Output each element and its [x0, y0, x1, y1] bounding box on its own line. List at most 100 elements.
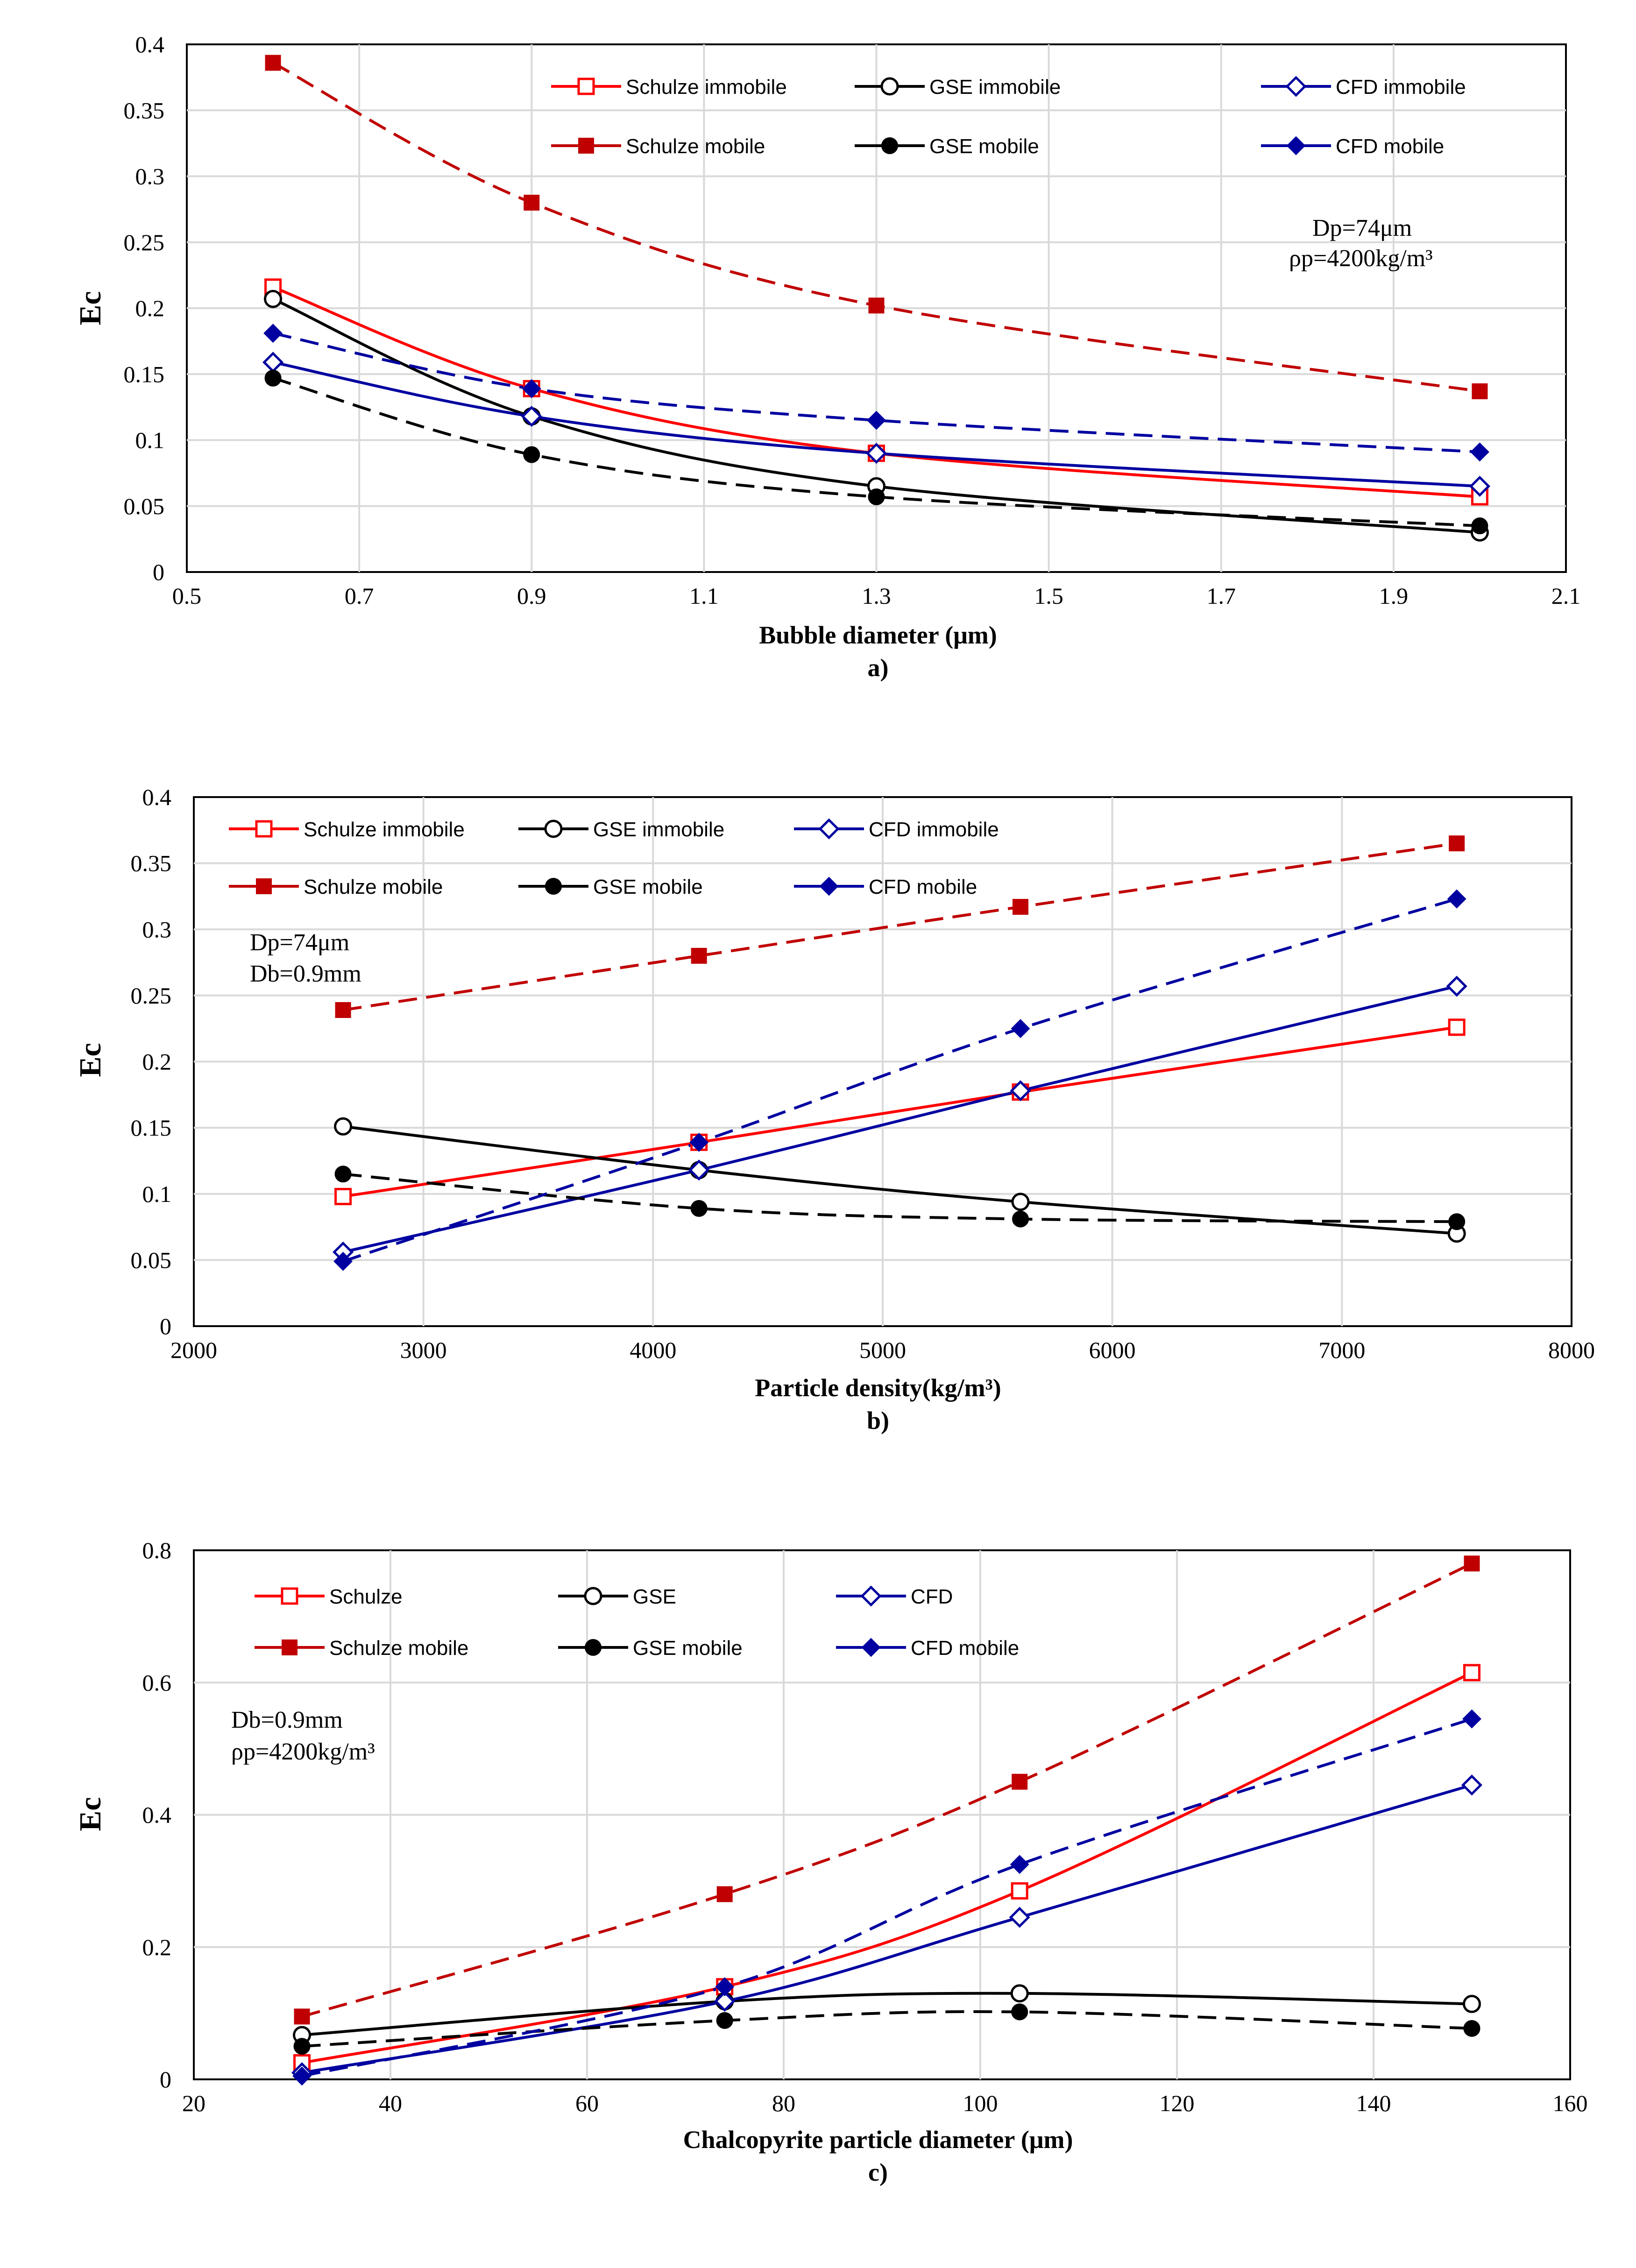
y-tick-label-b-1: 0.05: [131, 1247, 172, 1273]
data-point-b-schulze-mobile-0: [335, 1002, 351, 1018]
series-lines-b: [342, 842, 1458, 1263]
x-tick-label-c-1: 40: [379, 2090, 402, 2116]
y-tick-label-a-4: 0.2: [135, 295, 165, 321]
legend-label-c-gse-mobile: GSE mobile: [633, 1637, 743, 1660]
y-axis-label-a: Ec: [73, 291, 107, 325]
y-tick-label-c-4: 0.8: [142, 1537, 172, 1563]
data-point-a-cfd-mobile-0: [263, 324, 283, 343]
y-tick-label-b-8: 0.4: [142, 784, 172, 810]
data-point-c-gse-2: [1010, 1984, 1029, 2003]
data-point-a-cfd-immobile-0: [262, 352, 284, 373]
legend-marker-b-cfd-immobile: [818, 818, 840, 840]
data-point-c-gse-mobile-1: [716, 2012, 733, 2029]
x-tick-label-a-7: 1.9: [1379, 583, 1409, 609]
data-point-c-cfd-mobile-1: [715, 1977, 735, 1997]
data-point-c-schulze-mobile-1: [716, 1886, 733, 1902]
data-point-b-cfd-mobile-1: [689, 1132, 709, 1152]
data-point-c-schulze-mobile-3: [1464, 1555, 1480, 1572]
series-markers-b: [333, 835, 1467, 1271]
data-point-b-gse-mobile-1: [690, 1200, 708, 1217]
legend-label-a-schulze-immobile: Schulze immobile: [626, 76, 787, 99]
y-tick-label-a-3: 0.15: [124, 361, 165, 387]
x-tick-label-a-0: 0.5: [172, 583, 202, 609]
y-tick-label-b-4: 0.2: [142, 1049, 172, 1075]
legend-marker-c-gse-mobile: [585, 1639, 602, 1656]
series-line-c-schulze: [302, 1671, 1473, 2064]
data-point-c-gse-3: [1463, 1995, 1481, 2014]
data-point-c-schulze-2: [1011, 1882, 1028, 1900]
series-lines-c: [301, 1562, 1473, 2077]
legend-marker-c-schulze: [281, 1587, 298, 1605]
series-line-a-cfd-mobile: [272, 332, 1480, 453]
y-tick-label-b-3: 0.15: [131, 1115, 172, 1141]
data-point-b-cfd-mobile-2: [1011, 1019, 1030, 1039]
panel-label-b: b): [867, 1406, 889, 1434]
data-point-b-cfd-immobile-1: [688, 1159, 710, 1181]
gridlines-b: [194, 797, 1572, 1326]
series-line-c-cfd: [302, 1783, 1473, 2074]
data-point-a-schulze-mobile-2: [868, 297, 885, 314]
series-line-a-schulze-mobile: [272, 61, 1480, 393]
data-point-b-cfd-mobile-0: [333, 1251, 353, 1271]
data-point-b-gse-mobile-0: [334, 1166, 352, 1183]
series-line-a-cfd-immobile: [272, 360, 1480, 488]
data-point-a-gse-mobile-3: [1471, 517, 1488, 535]
annotation-b-line1: Dp=74μm: [250, 929, 349, 956]
data-point-c-cfd-1: [714, 1991, 736, 2012]
legend-label-c-schulze-mobile: Schulze mobile: [329, 1637, 468, 1660]
data-point-c-gse-mobile-0: [293, 2038, 311, 2055]
data-point-b-gse-mobile-3: [1448, 1213, 1466, 1230]
y-axis-label-b: Ec: [73, 1043, 107, 1077]
series-line-b-gse-immobile: [343, 1125, 1457, 1235]
y-tick-label-b-5: 0.25: [131, 982, 172, 1009]
data-point-c-cfd-mobile-2: [1010, 1855, 1029, 1874]
y-tick-label-a-1: 0.05: [124, 493, 165, 519]
annotation-c-line1: Db=0.9mm: [231, 1707, 343, 1733]
series-line-a-gse-mobile: [272, 376, 1480, 528]
y-tick-label-a-7: 0.35: [124, 97, 165, 123]
data-point-a-cfd-mobile-2: [867, 410, 886, 430]
panel-label-a: a): [868, 654, 889, 682]
legend-c: Schulze GSE CFD Schulze mobile GSE mobile CFD…: [255, 1585, 1019, 1660]
data-point-b-gse-immobile-2: [1011, 1193, 1030, 1211]
data-point-a-cfd-immobile-1: [521, 406, 542, 427]
data-point-c-gse-mobile-3: [1463, 2020, 1480, 2037]
x-tick-label-b-2: 4000: [630, 1337, 676, 1363]
data-point-c-cfd-2: [1009, 1907, 1030, 1928]
data-point-a-cfd-immobile-2: [865, 443, 887, 464]
legend-marker-c-cfd-mobile: [861, 1638, 881, 1657]
data-point-a-gse-immobile-0: [264, 290, 283, 308]
data-point-c-schulze-mobile-0: [294, 2008, 310, 2025]
series-line-c-gse: [302, 1992, 1472, 2037]
data-point-c-gse-mobile-2: [1011, 2003, 1028, 2021]
data-point-a-cfd-mobile-1: [522, 379, 541, 398]
legend-marker-b-schulze-immobile: [255, 820, 273, 838]
data-point-a-cfd-immobile-3: [1469, 475, 1490, 497]
y-tick-label-a-6: 0.3: [135, 163, 165, 190]
data-point-b-schulze-mobile-2: [1013, 899, 1028, 915]
series-line-b-gse-mobile: [343, 1173, 1457, 1223]
series-line-c-cfd-mobile: [301, 1717, 1473, 2077]
x-axis-label-a: Bubble diameter (μm): [759, 621, 997, 649]
chart-panel-a: 0 0.05 0.1 0.15 0.2 0.25 0.3 0.35 0.4 0.5 0.7 0.9 1…: [73, 31, 1580, 682]
chart-panel-c: 0 0.2 0.4 0.6 0.8 20 40 60 80 100 120 140 160 Schul…: [73, 1537, 1588, 2186]
x-tick-label-a-1: 0.7: [345, 583, 374, 609]
data-point-c-cfd-3: [1461, 1774, 1483, 1796]
series-lines-a: [272, 61, 1480, 534]
legend-marker-a-schulze-immobile: [577, 78, 595, 95]
data-point-b-cfd-immobile-2: [1010, 1080, 1031, 1102]
x-tick-label-a-6: 1.7: [1207, 583, 1236, 609]
legend-label-b-gse-immobile: GSE immobile: [593, 818, 724, 841]
x-tick-label-b-1: 3000: [400, 1337, 447, 1363]
legend-marker-b-gse-immobile: [544, 820, 563, 838]
x-tick-label-b-3: 5000: [859, 1337, 906, 1363]
x-tick-label-c-5: 120: [1160, 2090, 1195, 2116]
legend-marker-c-schulze-mobile: [282, 1639, 297, 1655]
legend-label-a-gse-immobile: GSE immobile: [929, 76, 1061, 99]
legend-label-a-cfd-immobile: CFD immobile: [1336, 76, 1466, 99]
legend-marker-a-cfd-immobile: [1285, 76, 1307, 97]
series-line-b-schulze-mobile: [343, 842, 1457, 1011]
legend-label-a-gse-mobile: GSE mobile: [929, 135, 1039, 158]
legend-label-c-cfd: CFD: [911, 1585, 953, 1608]
x-tick-label-a-2: 0.9: [517, 583, 546, 609]
